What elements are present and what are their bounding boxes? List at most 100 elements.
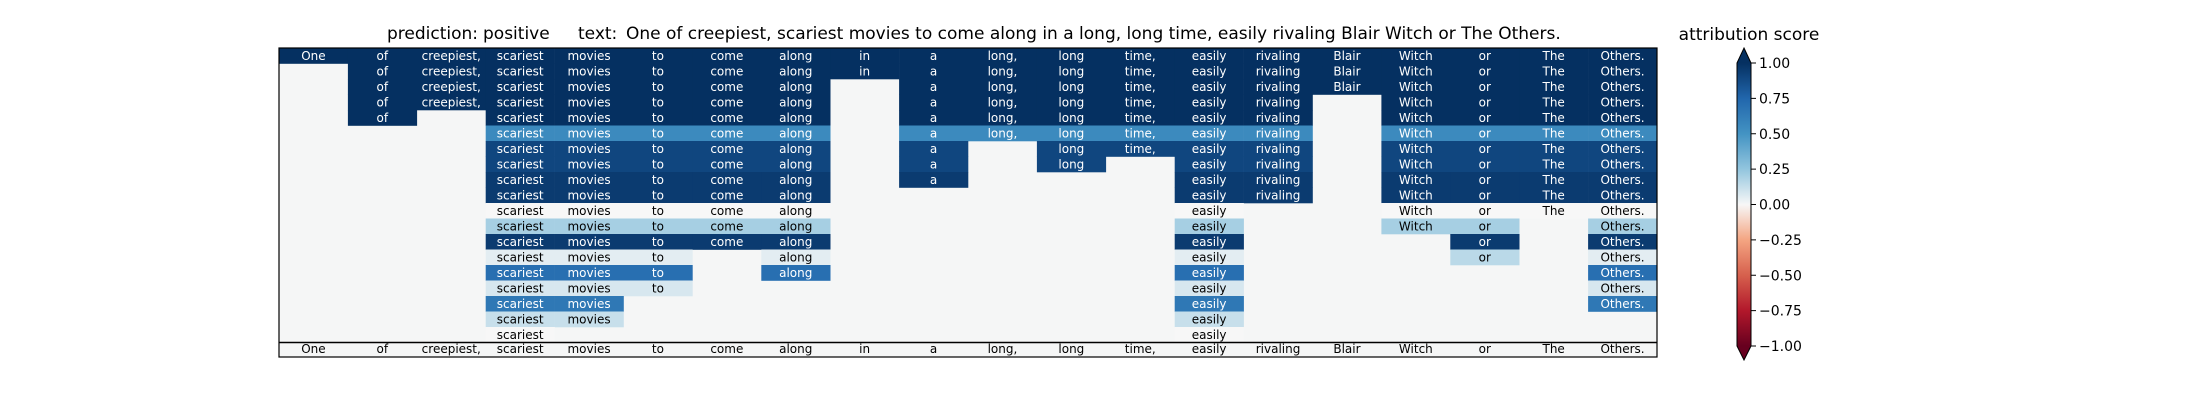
heatmap-cell	[554, 48, 624, 64]
heatmap-cell	[485, 265, 555, 281]
heatmap-cell	[1174, 79, 1244, 95]
heatmap-cell	[1588, 218, 1658, 235]
cell-token-label: scariest	[497, 328, 544, 342]
cell-token-label: long,	[988, 95, 1018, 109]
heatmap-cell	[1243, 156, 1313, 173]
cell-token-label: or	[1479, 188, 1491, 202]
heatmap-cell	[1105, 141, 1175, 157]
heatmap-cell	[623, 110, 693, 126]
heatmap-cell	[1036, 79, 1107, 95]
cell-token-label: come	[710, 64, 743, 78]
cell-token-label: rivaling	[1256, 111, 1301, 125]
heatmap-cell	[899, 63, 969, 80]
colorbar-tick-label: −0.50	[1759, 268, 1802, 284]
heatmap-cell	[692, 234, 762, 250]
heatmap-cell	[1450, 156, 1520, 173]
heatmap-cell	[692, 94, 762, 111]
cell-token-label: Witch	[1399, 204, 1433, 218]
cell-token-label: easily	[1192, 111, 1227, 125]
heatmap-cell	[554, 296, 624, 312]
heatmap-cell	[692, 141, 762, 157]
cell-token-label: to	[652, 250, 664, 264]
cell-token-label: come	[710, 188, 743, 202]
cell-token-label: scariest	[497, 266, 544, 280]
cell-token-label: movies	[567, 188, 610, 202]
bottom-token-label: One	[301, 342, 325, 356]
heatmap-cell	[1519, 172, 1589, 188]
heatmap-cell	[761, 63, 831, 80]
cell-token-label: Witch	[1399, 157, 1433, 171]
heatmap-cell	[1588, 48, 1658, 64]
cell-token-label: or	[1479, 250, 1491, 264]
heatmap-cell	[1174, 156, 1244, 173]
heatmap-cells: One of creepiest, scariest movies to come along…	[279, 48, 1658, 343]
heatmap-cell	[968, 110, 1038, 126]
bottom-token-label: in	[859, 342, 870, 356]
heatmap-cell	[623, 156, 693, 173]
cell-token-label: or	[1479, 219, 1491, 233]
bottom-token-label: long,	[988, 342, 1018, 356]
heatmap-cell	[899, 79, 969, 95]
bottom-token-label: easily	[1192, 342, 1227, 356]
heatmap-cell	[1174, 296, 1244, 312]
heatmap-cell	[1174, 218, 1244, 235]
cell-token-label: Witch	[1399, 219, 1433, 233]
heatmap-cell	[347, 48, 418, 64]
heatmap-cell	[623, 48, 693, 64]
heatmap-cell	[1450, 187, 1520, 204]
heatmap-cell	[1036, 125, 1107, 142]
cell-token-label: long,	[988, 80, 1018, 94]
heatmap-cell	[1450, 48, 1520, 64]
cell-token-label: along	[779, 266, 812, 280]
bottom-token-label: movies	[567, 342, 610, 356]
cell-token-label: of	[377, 111, 389, 125]
heatmap-cell	[1174, 234, 1244, 250]
heatmap-cell	[1450, 79, 1520, 95]
heatmap-cell	[1519, 48, 1589, 64]
cell-token-label: long,	[988, 111, 1018, 125]
cell-token-label: movies	[567, 235, 610, 249]
heatmap-cell	[1519, 141, 1589, 157]
cell-token-label: easily	[1192, 297, 1227, 311]
cell-token-label: easily	[1192, 250, 1227, 264]
cell-token-label: along	[779, 95, 812, 109]
cell-token-label: come	[710, 157, 743, 171]
cell-token-label: scariest	[497, 312, 544, 326]
bottom-token-label: to	[652, 342, 664, 356]
cell-token-label: The	[1541, 64, 1564, 78]
cell-token-label: creepiest,	[422, 80, 481, 94]
heatmap-cell	[623, 187, 693, 204]
cell-token-label: movies	[567, 173, 610, 187]
cell-token-label: The	[1541, 126, 1564, 140]
cell-token-label: Others.	[1600, 157, 1644, 171]
cell-token-label: along	[779, 80, 812, 94]
heatmap-cell	[899, 94, 969, 111]
cell-token-label: Witch	[1399, 49, 1433, 63]
heatmap-cell	[1105, 110, 1175, 126]
cell-token-label: come	[710, 235, 743, 249]
cell-token-label: scariest	[497, 49, 544, 63]
cell-token-label: easily	[1192, 49, 1227, 63]
cell-token-label: long	[1058, 142, 1084, 156]
cell-token-label: come	[710, 95, 743, 109]
cell-token-label: scariest	[497, 250, 544, 264]
cell-token-label: to	[652, 281, 664, 295]
heatmap-cell	[1105, 94, 1175, 111]
heatmap-cell	[1588, 187, 1658, 204]
cell-token-label: long	[1058, 80, 1084, 94]
heatmap-cell	[1588, 110, 1658, 126]
heatmap-cell	[1036, 94, 1107, 111]
bottom-token-label: along	[779, 342, 812, 356]
cell-token-label: time,	[1125, 126, 1156, 140]
cell-token-label: come	[710, 111, 743, 125]
heatmap-cell	[1450, 63, 1520, 80]
cell-token-label: scariest	[497, 235, 544, 249]
heatmap-cell	[485, 172, 555, 188]
heatmap-cell	[1450, 141, 1520, 157]
cell-token-label: The	[1541, 80, 1564, 94]
cell-token-label: The	[1541, 95, 1564, 109]
cell-token-label: long	[1058, 49, 1084, 63]
bottom-token-label: of	[377, 342, 389, 356]
heatmap-cell	[968, 79, 1038, 95]
cell-token-label: to	[652, 266, 664, 280]
